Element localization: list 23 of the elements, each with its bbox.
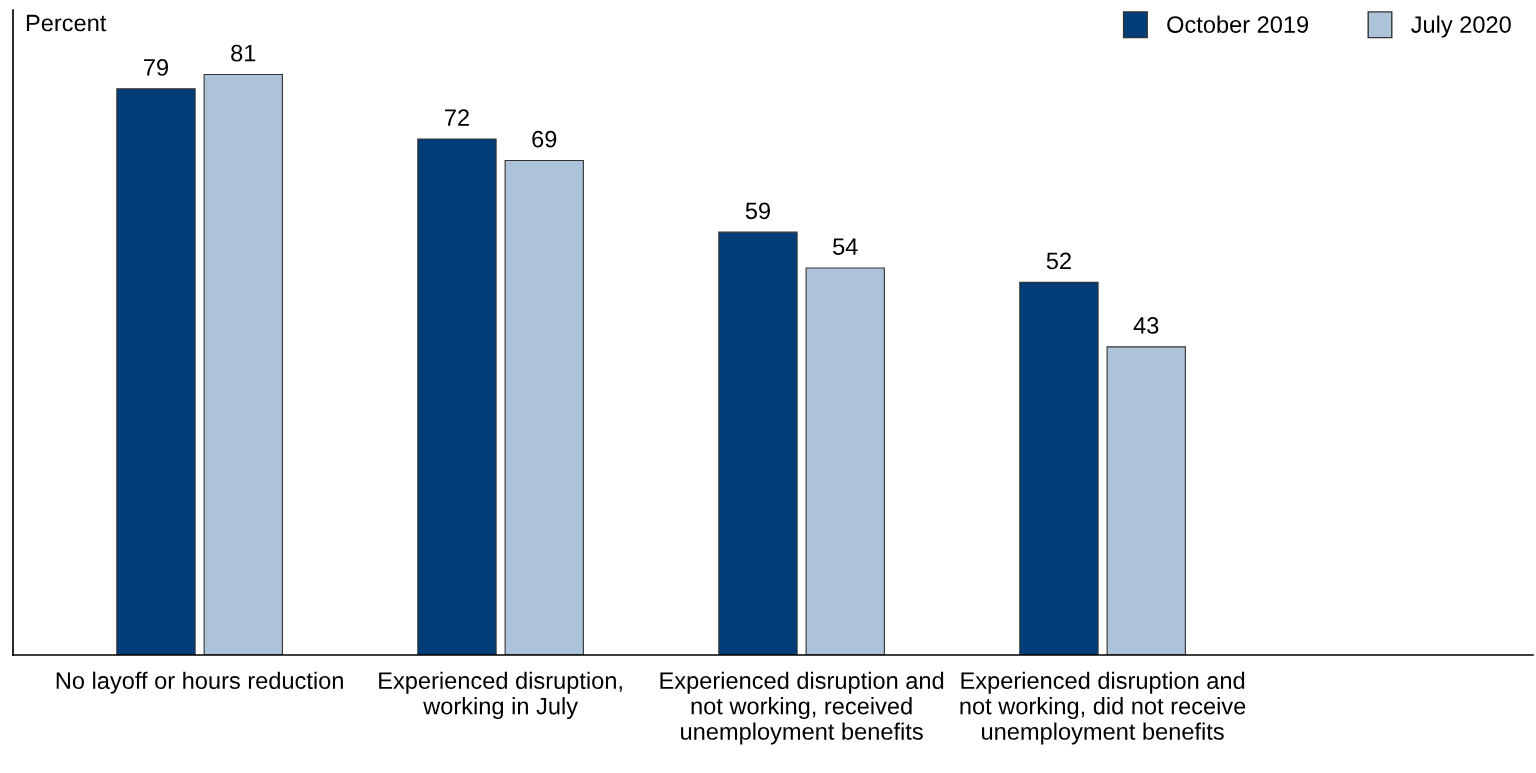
bar — [417, 138, 497, 655]
x-tick-label: Experienced disruption and not working, did not receive unemployment benefits — [960, 671, 1246, 745]
bar — [1106, 346, 1186, 655]
data-label: 43 — [1133, 317, 1159, 334]
bar — [116, 88, 196, 655]
data-label: 72 — [445, 109, 469, 126]
x-tick-label: Experienced disruption, working in July — [379, 671, 622, 720]
bar — [805, 267, 885, 655]
data-label: 52 — [1046, 252, 1071, 270]
bar — [203, 73, 283, 655]
data-label: 79 — [144, 59, 168, 76]
bar — [1019, 281, 1099, 655]
bar — [718, 231, 798, 655]
y-axis-title: Percent — [26, 14, 107, 32]
legend-label: July 2020 — [1411, 15, 1511, 38]
legend-label: October 2019 — [1167, 15, 1309, 33]
data-label: 54 — [833, 238, 858, 255]
data-label: 59 — [745, 202, 770, 220]
bar — [504, 159, 584, 655]
data-label: 81 — [231, 44, 256, 62]
data-label: 69 — [532, 130, 557, 148]
x-tick-label: No layoff or hours reduction — [56, 671, 343, 694]
x-tick-label: Experienced disruption and not working, received unemployment benefits — [660, 671, 944, 745]
